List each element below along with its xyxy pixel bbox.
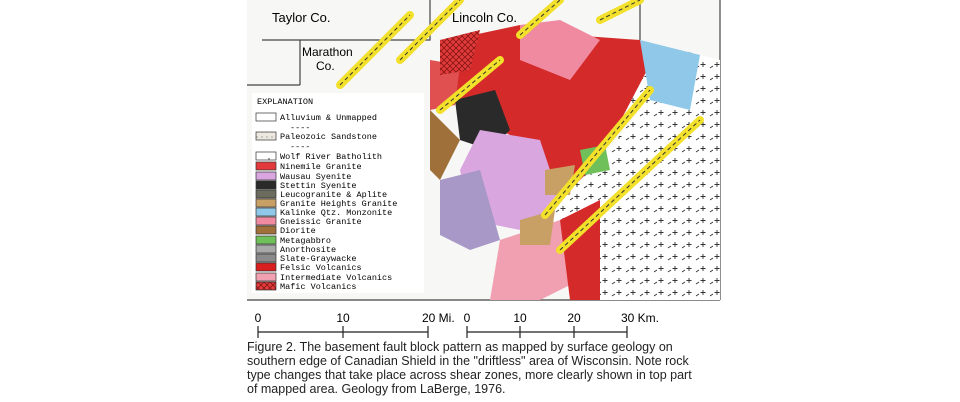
legend-swatch bbox=[255, 225, 277, 235]
legend-swatch bbox=[255, 171, 277, 181]
legend-label: Ninemile Granite bbox=[280, 162, 362, 172]
legend-label: Slate-Graywacke bbox=[280, 254, 357, 264]
scale-label: 10 bbox=[513, 311, 527, 325]
legend-label: Wausau Syenite bbox=[280, 172, 351, 182]
geology bbox=[336, 0, 720, 300]
caption-line: Figure 2. The basement fault block patte… bbox=[247, 340, 673, 354]
legend-swatch bbox=[255, 131, 277, 141]
legend-label: Stettin Syenite bbox=[280, 181, 357, 191]
legend-label: Anorthosite bbox=[280, 245, 336, 255]
scale-label: 10 bbox=[336, 311, 350, 325]
legend-label: Granite Heights Granite bbox=[280, 199, 397, 209]
caption-line: type changes that take place across shea… bbox=[247, 368, 692, 382]
scale-label: 20 bbox=[567, 311, 581, 325]
legend-swatch bbox=[255, 281, 277, 291]
legend-swatch bbox=[255, 198, 277, 208]
legend-swatch bbox=[255, 112, 277, 122]
county-labels: Taylor Co. Lincoln Co. Marathon Co. bbox=[272, 10, 517, 73]
legend-label: Gneissic Granite bbox=[280, 217, 362, 227]
legend-label: Alluvium & Unmapped bbox=[280, 113, 377, 123]
legend-swatch bbox=[255, 262, 277, 272]
legend-label: Diorite bbox=[280, 226, 316, 236]
legend-label: Intermediate Volcanics bbox=[280, 273, 392, 283]
legend-label: Paleozoic Sandstone bbox=[280, 132, 377, 142]
legend-swatch bbox=[255, 244, 277, 254]
legend-swatch bbox=[255, 216, 277, 226]
legend-swatch bbox=[255, 189, 277, 199]
caption-line: southern edge of Canadian Shield in the … bbox=[247, 354, 690, 368]
county-label: Taylor Co. bbox=[272, 10, 331, 25]
legend-label: Kalinke Qtz. Monzonite bbox=[280, 208, 392, 218]
scale-label: 0 bbox=[464, 311, 471, 325]
county-label: Co. bbox=[316, 59, 335, 73]
scale-label: 0 bbox=[255, 311, 262, 325]
legend-swatch bbox=[255, 180, 277, 190]
legend-swatch bbox=[255, 161, 277, 171]
legend-swatch bbox=[255, 207, 277, 217]
scale-bars: 0 10 20 Mi. 0 10 20 30 Km. bbox=[255, 311, 659, 338]
caption-line: of mapped area. Geology from LaBerge, 19… bbox=[247, 382, 506, 396]
legend-title: EXPLANATION bbox=[257, 97, 313, 107]
scale-label: 20 Mi. bbox=[422, 311, 455, 325]
county-label: Lincoln Co. bbox=[452, 10, 517, 25]
legend-label: Felsic Volcanics bbox=[280, 263, 362, 273]
legend-swatch bbox=[255, 253, 277, 263]
legend-swatch bbox=[255, 235, 277, 245]
legend-swatch bbox=[255, 272, 277, 282]
legend-swatch bbox=[255, 151, 277, 161]
legend-label: Mafic Volcanics bbox=[280, 282, 357, 292]
legend: EXPLANATION Alluvium & Unmapped----Paleo… bbox=[252, 93, 424, 293]
legend-label: Metagabbro bbox=[280, 236, 331, 246]
caption: Figure 2. The basement fault block patte… bbox=[247, 340, 692, 396]
legend-label: Wolf River Batholith bbox=[280, 152, 382, 162]
county-label: Marathon bbox=[302, 45, 353, 59]
legend-separator: ---- bbox=[290, 142, 310, 152]
legend-label: Leucogranite & Aplite bbox=[280, 190, 387, 200]
legend-separator: ---- bbox=[290, 123, 310, 133]
scale-label: 30 Km. bbox=[621, 311, 659, 325]
